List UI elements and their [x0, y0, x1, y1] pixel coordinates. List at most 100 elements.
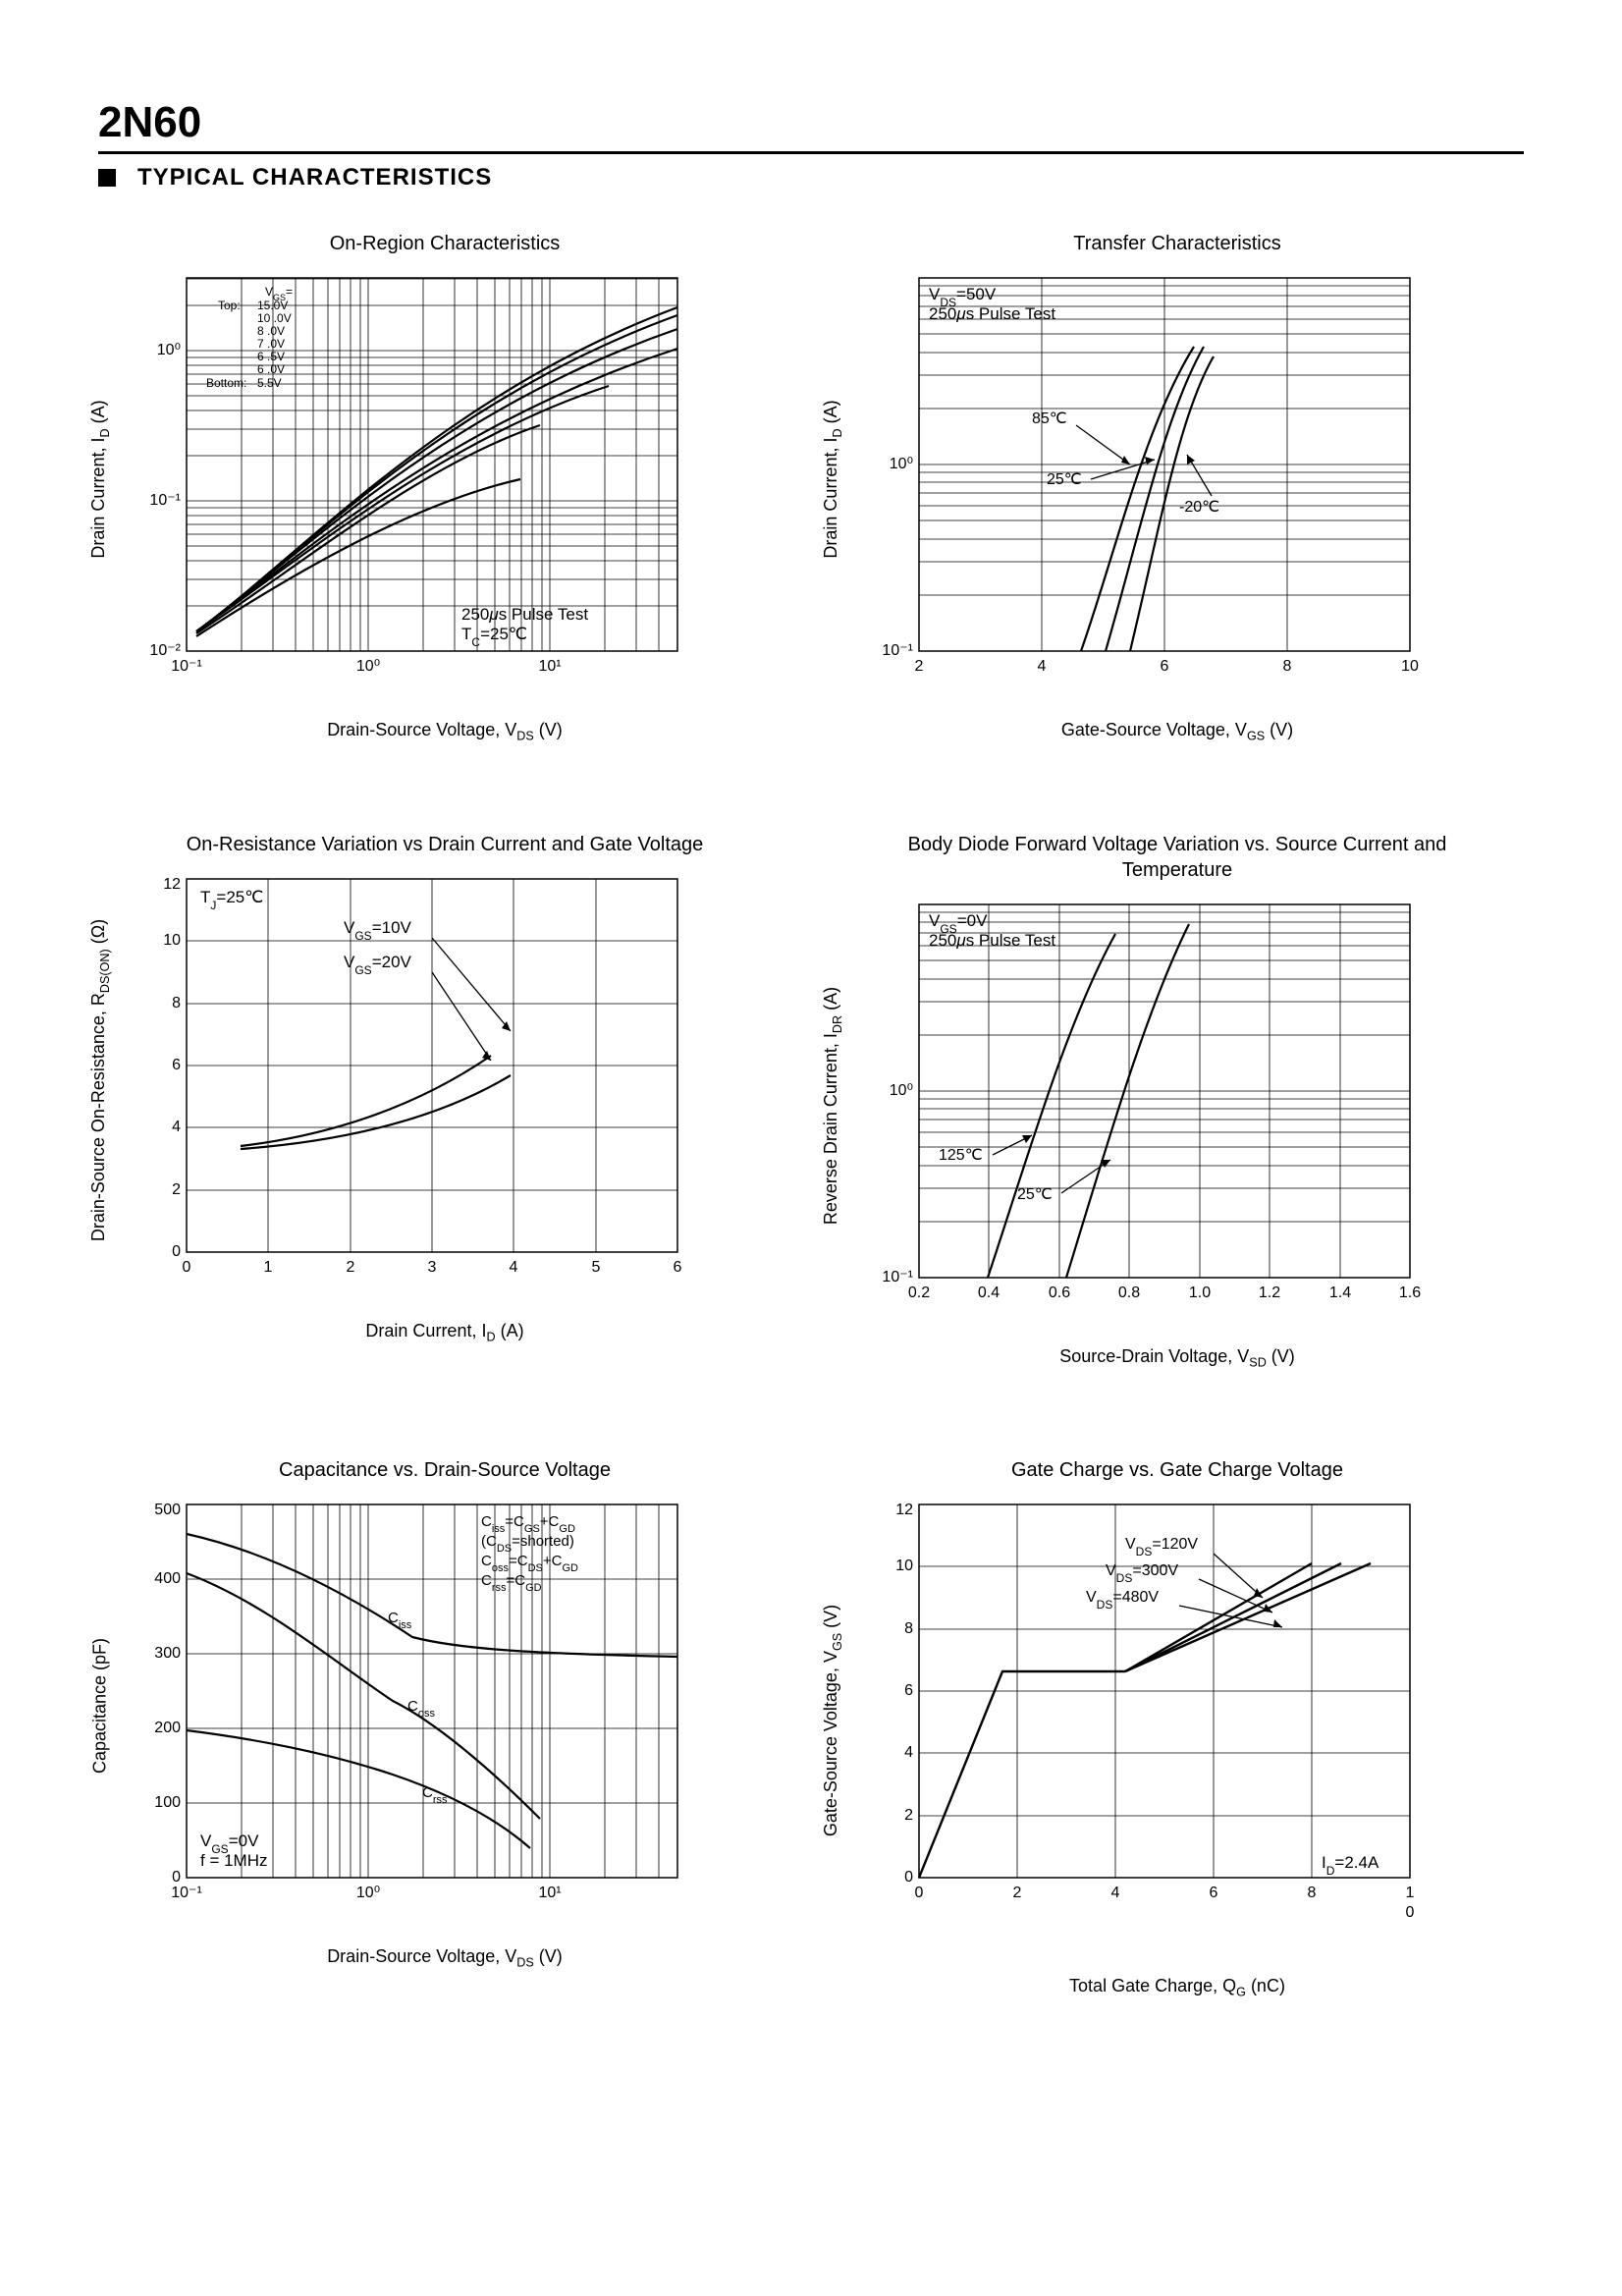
chart-title: On-Resistance Variation vs Drain Current…: [137, 832, 752, 857]
svg-text:0.4: 0.4: [978, 1285, 1000, 1301]
x-axis-label: Drain Current, ID (A): [137, 1321, 752, 1344]
svg-text:6: 6: [172, 1057, 181, 1073]
svg-text:0.6: 0.6: [1049, 1285, 1070, 1301]
svg-text:10⁰: 10⁰: [356, 658, 380, 675]
svg-text:8 .0V: 8 .0V: [257, 324, 285, 338]
y-axis-label: Capacitance (pF): [90, 1638, 111, 1774]
svg-text:6: 6: [674, 1259, 682, 1276]
svg-text:0: 0: [904, 1869, 913, 1886]
svg-text:10 .0V: 10 .0V: [257, 311, 292, 325]
chart-rdson: On-Resistance Variation vs Drain Current…: [137, 832, 752, 1370]
svg-text:1.0: 1.0: [1189, 1285, 1211, 1301]
chart-svg: VGS=0V 250μs Pulse Test 125℃ 25℃ 0.20.40…: [870, 895, 1430, 1317]
chart-svg: TJ=25℃ VGS=10V VGS=20V 0123456 024681012: [137, 869, 697, 1291]
svg-text:6 .0V: 6 .0V: [257, 362, 285, 376]
y-axis-label: Drain Current, ID (A): [821, 400, 844, 558]
section-header: TYPICAL CHARACTERISTICS: [98, 164, 1524, 191]
svg-text:8: 8: [1308, 1885, 1317, 1901]
svg-text:4: 4: [1111, 1885, 1120, 1901]
x-axis-label: Total Gate Charge, QG (nC): [870, 1976, 1485, 1999]
svg-text:6: 6: [1210, 1885, 1218, 1901]
chart-svg: VDS=50V 250μs Pulse Test 85℃ 25℃ -20℃ 24…: [870, 268, 1430, 690]
svg-text:12: 12: [163, 876, 181, 893]
chart-title: Gate Charge vs. Gate Charge Voltage: [870, 1457, 1485, 1483]
svg-text:0: 0: [915, 1885, 924, 1901]
svg-text:2: 2: [915, 658, 924, 675]
svg-text:10: 10: [1401, 658, 1419, 675]
svg-text:1: 1: [264, 1259, 273, 1276]
y-axis-label: Drain Current, ID (A): [88, 400, 112, 558]
svg-text:10¹: 10¹: [538, 1885, 561, 1901]
y-axis-label: Gate-Source Voltage, VGS (V): [821, 1605, 844, 1836]
part-number: 2N60: [98, 98, 1524, 154]
y-axis-label: Reverse Drain Current, IDR (A): [821, 986, 844, 1224]
chart-svg: Ciss Coss Crss Ciss=CGS+CGD (CDS=shorted…: [137, 1495, 697, 1917]
svg-text:10⁻¹: 10⁻¹: [882, 1269, 913, 1285]
section-title: TYPICAL CHARACTERISTICS: [137, 164, 492, 191]
chart-title: Transfer Characteristics: [870, 231, 1485, 256]
chart-gate-charge: Gate Charge vs. Gate Charge Voltage Gate…: [870, 1457, 1485, 1999]
svg-text:f = 1MHz: f = 1MHz: [200, 1851, 268, 1870]
svg-text:250μs Pulse Test: 250μs Pulse Test: [929, 931, 1055, 950]
svg-text:4: 4: [172, 1119, 181, 1135]
svg-text:2: 2: [172, 1181, 181, 1198]
svg-text:1.4: 1.4: [1329, 1285, 1351, 1301]
svg-text:25℃: 25℃: [1047, 471, 1082, 488]
svg-text:10⁰: 10⁰: [890, 1082, 913, 1099]
chart-title: Capacitance vs. Drain-Source Voltage: [137, 1457, 752, 1483]
chart-svg: VGS= Top: 15.0V 10 .0V 8 .0V 7 .0V 6 .5V…: [137, 268, 697, 690]
y-axis-label: Drain-Source On-Resistance, RDS(ON) (Ω): [88, 918, 112, 1240]
svg-text:10: 10: [895, 1558, 913, 1574]
svg-text:8: 8: [904, 1620, 913, 1637]
svg-text:7 .0V: 7 .0V: [257, 337, 285, 351]
svg-text:0: 0: [172, 1869, 181, 1886]
svg-text:10⁻¹: 10⁻¹: [171, 1885, 202, 1901]
svg-text:85℃: 85℃: [1032, 410, 1067, 427]
svg-text:2: 2: [1013, 1885, 1022, 1901]
svg-text:3: 3: [428, 1259, 437, 1276]
x-axis-label: Drain-Source Voltage, VDS (V): [137, 720, 752, 743]
svg-text:4: 4: [904, 1744, 913, 1761]
svg-text:Top:: Top:: [218, 299, 241, 312]
svg-text:12: 12: [895, 1502, 913, 1518]
svg-text:250μs Pulse Test: 250μs Pulse Test: [929, 304, 1055, 323]
svg-text:200: 200: [154, 1720, 181, 1736]
svg-text:0: 0: [1406, 1904, 1415, 1921]
svg-text:2: 2: [347, 1259, 355, 1276]
svg-text:1.6: 1.6: [1399, 1285, 1421, 1301]
svg-text:0.8: 0.8: [1118, 1285, 1140, 1301]
svg-text:10⁰: 10⁰: [356, 1885, 380, 1901]
svg-text:10⁰: 10⁰: [157, 342, 181, 358]
svg-text:10⁻²: 10⁻²: [149, 642, 181, 659]
svg-text:4: 4: [510, 1259, 518, 1276]
charts-grid: On-Region Characteristics Drain Current,…: [98, 231, 1524, 1999]
svg-text:10: 10: [163, 932, 181, 949]
svg-text:10⁻¹: 10⁻¹: [882, 642, 913, 659]
svg-text:4: 4: [1038, 658, 1047, 675]
chart-body-diode: Body Diode Forward Voltage Variation vs.…: [870, 832, 1485, 1370]
svg-text:0: 0: [172, 1243, 181, 1260]
x-axis-label: Source-Drain Voltage, VSD (V): [870, 1346, 1485, 1370]
svg-text:100: 100: [154, 1794, 181, 1811]
svg-text:25℃: 25℃: [1017, 1186, 1053, 1203]
svg-text:6 .5V: 6 .5V: [257, 350, 285, 363]
svg-text:8: 8: [1283, 658, 1292, 675]
svg-text:6: 6: [904, 1682, 913, 1699]
svg-text:1: 1: [1406, 1885, 1415, 1901]
svg-text:15.0V: 15.0V: [257, 299, 288, 312]
svg-text:6: 6: [1161, 658, 1169, 675]
chart-transfer: Transfer Characteristics Drain Current, …: [870, 231, 1485, 743]
svg-text:500: 500: [154, 1502, 181, 1518]
svg-text:-20℃: -20℃: [1179, 499, 1219, 516]
svg-text:10⁻¹: 10⁻¹: [149, 492, 181, 509]
svg-text:10¹: 10¹: [538, 658, 561, 675]
svg-text:400: 400: [154, 1570, 181, 1587]
chart-capacitance: Capacitance vs. Drain-Source Voltage Cap…: [137, 1457, 752, 1999]
svg-text:2: 2: [904, 1807, 913, 1824]
svg-text:5.5V: 5.5V: [257, 376, 282, 390]
x-axis-label: Gate-Source Voltage, VGS (V): [870, 720, 1485, 743]
svg-text:10⁻¹: 10⁻¹: [171, 658, 202, 675]
svg-text:10⁰: 10⁰: [890, 456, 913, 472]
svg-text:8: 8: [172, 995, 181, 1011]
svg-text:0.2: 0.2: [908, 1285, 930, 1301]
